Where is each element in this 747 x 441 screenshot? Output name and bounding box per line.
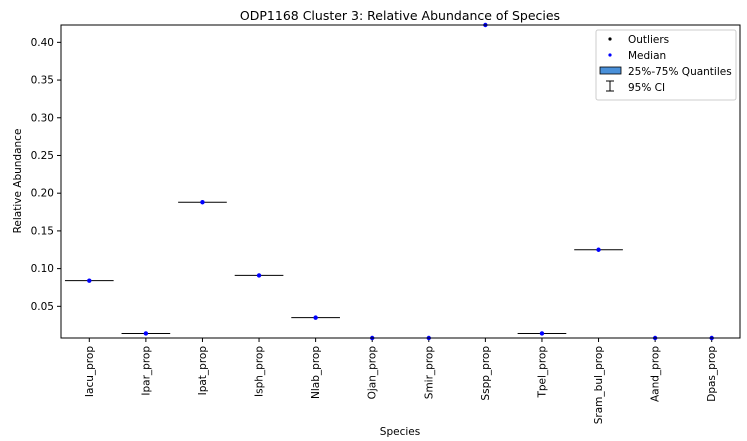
legend-outliers-marker bbox=[608, 37, 612, 41]
y-axis-label: Relative Abundance bbox=[12, 129, 24, 234]
median-point bbox=[596, 247, 601, 252]
median-point bbox=[143, 331, 149, 336]
x-tick-label: Smir_prop bbox=[423, 346, 435, 400]
legend-ci-marker bbox=[606, 80, 614, 92]
x-tick-label: Tpel_prop bbox=[536, 346, 548, 399]
legend-ci-label: 95% CI bbox=[628, 82, 665, 94]
y-tick-label: 0.05 bbox=[31, 301, 54, 313]
y-tick-label: 0.20 bbox=[31, 188, 54, 200]
x-tick-label: Ipar_prop bbox=[140, 346, 152, 396]
chart-title: ODP1168 Cluster 3: Relative Abundance of… bbox=[240, 8, 560, 23]
x-tick-label: Nlab_prop bbox=[310, 346, 322, 399]
x-tick-label: Dpas_prop bbox=[706, 346, 718, 402]
y-tick-label: 0.30 bbox=[31, 112, 54, 124]
legend: Outliers Median 25%-75% Quantiles 95% CI bbox=[595, 29, 737, 101]
legend-frame bbox=[595, 29, 737, 101]
median-point bbox=[200, 200, 205, 205]
plot-frame bbox=[60, 24, 741, 339]
legend-outliers-label: Outliers bbox=[628, 34, 669, 46]
y-tick-label: 0.40 bbox=[31, 37, 54, 49]
median-point bbox=[313, 315, 318, 320]
legend-quantiles-label: 25%-75% Quantiles bbox=[628, 66, 732, 78]
legend-quantiles-patch bbox=[599, 66, 622, 75]
median-point bbox=[87, 278, 92, 283]
x-tick-label: Sspp_prop bbox=[480, 346, 492, 401]
legend-median-label: Median bbox=[628, 50, 666, 62]
x-tick-label: Aand_prop bbox=[650, 346, 662, 402]
x-tick-label: Isph_prop bbox=[254, 346, 266, 397]
plot-area: 0.05 0.10 0.15 0.20 0.25 0.30 0.35 0.40 Iacu_pro… bbox=[31, 22, 737, 425]
median-point bbox=[256, 273, 262, 278]
x-tick-label: Sram_bul_prop bbox=[593, 346, 605, 425]
x-tick-label: Ojan_prop bbox=[367, 346, 379, 400]
y-tick-label: 0.15 bbox=[31, 225, 54, 237]
x-tick-label: Ipat_prop bbox=[197, 346, 209, 396]
y-tick-label: 0.10 bbox=[31, 263, 54, 275]
x-tick-label: Iacu_prop bbox=[84, 346, 96, 397]
median-point bbox=[539, 331, 545, 336]
legend-median-marker bbox=[608, 53, 612, 57]
y-tick-label: 0.35 bbox=[31, 75, 54, 87]
y-tick-label: 0.25 bbox=[31, 150, 54, 162]
x-axis-label: Species bbox=[380, 426, 420, 438]
